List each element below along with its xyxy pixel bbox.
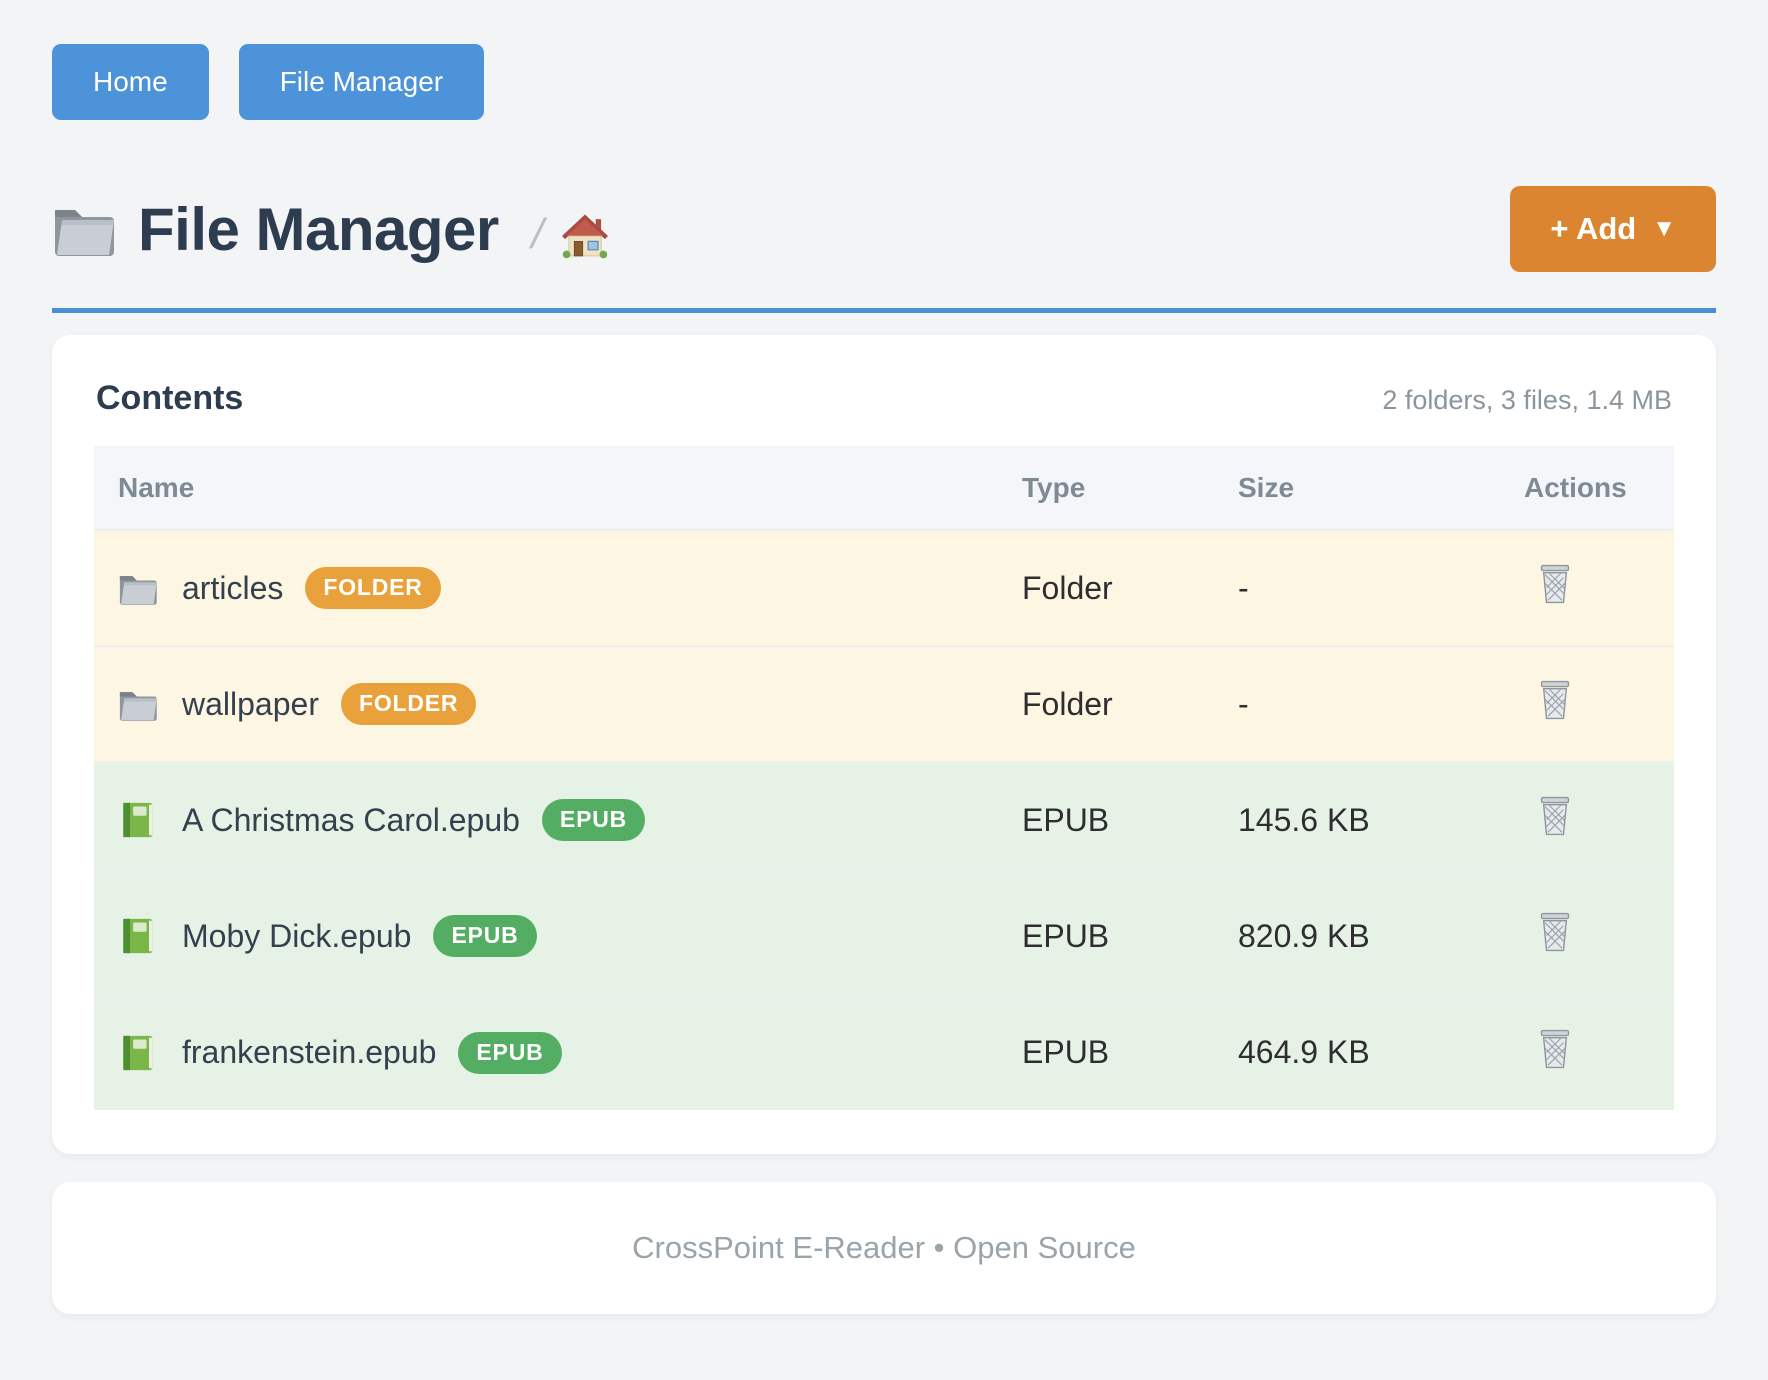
file-size: 145.6 KB [1238, 801, 1370, 838]
book-icon [118, 917, 158, 955]
file-name[interactable]: articles [182, 569, 284, 606]
title-divider [52, 308, 1716, 313]
files-table: Name Type Size Actions [94, 446, 1674, 1110]
file-size: - [1238, 685, 1249, 722]
table-row: frankenstein.epub EPUB EPUB 464.9 KB [94, 994, 1674, 1110]
footer-text: CrossPoint E-Reader • Open Source [632, 1230, 1136, 1265]
file-name[interactable]: Moby Dick.epub [182, 917, 412, 954]
folder-icon [118, 569, 158, 607]
folder-icon [52, 200, 116, 258]
trash-icon [1538, 1028, 1572, 1070]
column-header-name: Name [94, 446, 1022, 530]
file-name[interactable]: A Christmas Carol.epub [182, 801, 520, 838]
contents-summary: 2 folders, 3 files, 1.4 MB [1382, 385, 1672, 415]
table-row: Moby Dick.epub EPUB EPUB 820.9 KB [94, 878, 1674, 994]
file-name[interactable]: wallpaper [182, 685, 319, 722]
file-size: 820.9 KB [1238, 917, 1370, 954]
folder-icon [118, 685, 158, 723]
trash-icon [1538, 563, 1572, 605]
table-row: wallpaper FOLDER Folder - [94, 646, 1674, 762]
add-button[interactable]: + Add ▼ [1510, 186, 1716, 272]
add-button-label: + Add [1550, 211, 1637, 246]
file-type: EPUB [1022, 1034, 1110, 1070]
file-size: 464.9 KB [1238, 1034, 1370, 1070]
top-nav: Home File Manager [52, 0, 1716, 120]
delete-button[interactable] [1538, 1028, 1572, 1070]
file-type: Folder [1022, 569, 1113, 606]
chevron-down-icon: ▼ [1652, 215, 1676, 242]
trash-icon [1538, 679, 1572, 721]
file-type: Folder [1022, 685, 1113, 722]
column-header-type: Type [1022, 446, 1238, 530]
file-name[interactable]: frankenstein.epub [182, 1034, 437, 1070]
table-header-row: Name Type Size Actions [94, 446, 1674, 530]
delete-button[interactable] [1538, 911, 1572, 953]
book-icon [118, 801, 158, 839]
home-button[interactable]: Home [52, 44, 209, 120]
type-badge: FOLDER [305, 567, 441, 609]
column-header-actions: Actions [1524, 446, 1674, 530]
delete-button[interactable] [1538, 679, 1572, 721]
breadcrumb-separator: / [526, 210, 549, 257]
type-badge: EPUB [541, 799, 646, 841]
type-badge: EPUB [458, 1031, 562, 1074]
delete-button[interactable] [1538, 563, 1572, 605]
page-header: File Manager / + Add ▼ [52, 186, 1716, 272]
footer-card: CrossPoint E-Reader • Open Source [52, 1182, 1716, 1314]
file-size: - [1238, 569, 1249, 606]
trash-icon [1538, 795, 1572, 837]
title-group: File Manager / [52, 195, 610, 264]
column-header-size: Size [1238, 446, 1524, 530]
type-badge: FOLDER [340, 683, 477, 725]
delete-button[interactable] [1538, 795, 1572, 837]
contents-heading: Contents [96, 379, 244, 417]
house-icon[interactable] [560, 213, 610, 259]
contents-card: Contents 2 folders, 3 files, 1.4 MB Name… [52, 335, 1716, 1154]
file-type: EPUB [1022, 801, 1110, 838]
table-row: articles FOLDER Folder - [94, 530, 1674, 646]
type-badge: EPUB [433, 915, 537, 957]
contents-card-header: Contents 2 folders, 3 files, 1.4 MB [94, 365, 1674, 424]
table-row: A Christmas Carol.epub EPUB EPUB 145.6 K… [94, 762, 1674, 878]
page: Home File Manager File Manager / [52, 0, 1716, 1314]
file-manager-button[interactable]: File Manager [238, 44, 485, 120]
page-title: File Manager [138, 195, 499, 263]
trash-icon [1538, 911, 1572, 953]
file-type: EPUB [1022, 917, 1110, 954]
book-icon [118, 1034, 158, 1072]
